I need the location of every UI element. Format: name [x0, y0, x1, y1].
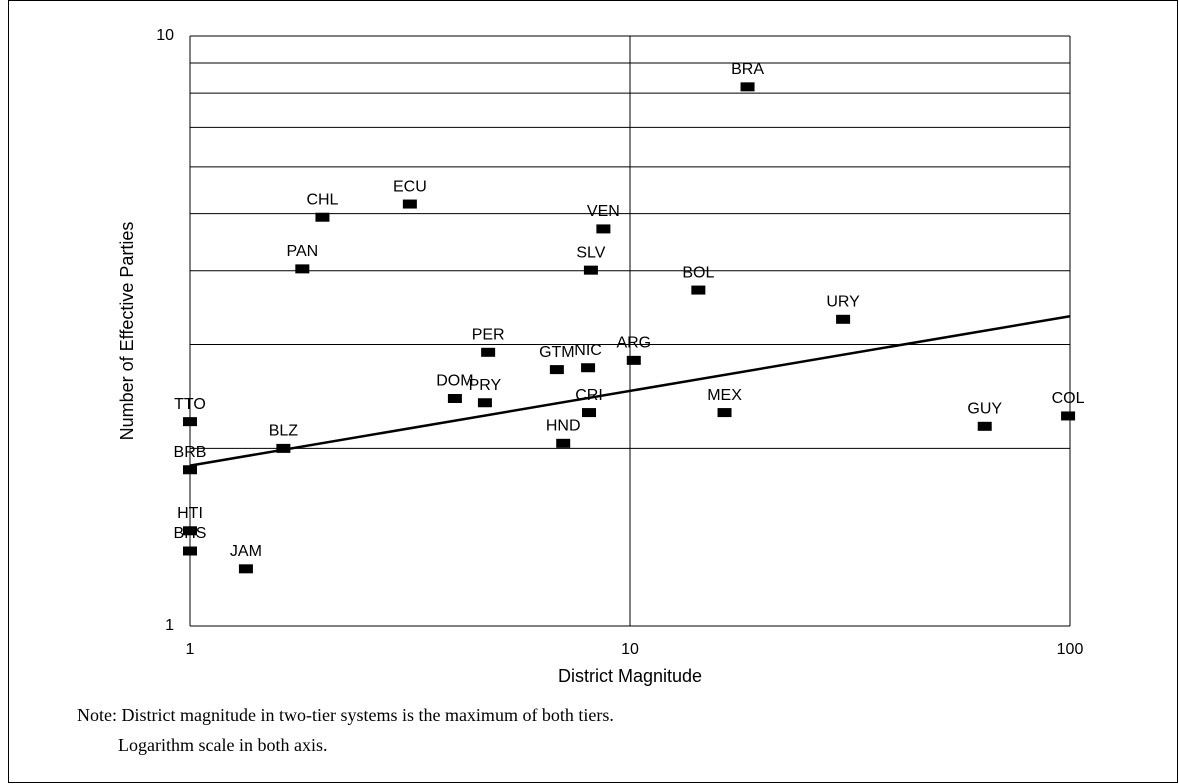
point: [836, 314, 851, 324]
point-label: BRB: [174, 444, 207, 461]
point: [583, 265, 598, 275]
point: [183, 526, 197, 536]
point: [402, 199, 417, 209]
point-label: PAN: [286, 243, 318, 260]
point: [691, 285, 706, 295]
point: [183, 417, 197, 427]
trend-line: [189, 314, 1071, 467]
point: [315, 212, 330, 222]
note: Note: District magnitude in two-tier sys…: [77, 705, 614, 725]
point-label: PRY: [469, 377, 502, 394]
frame: [8, 0, 1178, 783]
y-tick-label: 1: [165, 617, 174, 634]
point: [238, 564, 253, 574]
point-label: GTM: [539, 344, 575, 361]
point-label: HTI: [177, 505, 203, 522]
point-label: BLZ: [269, 423, 299, 440]
point: [295, 264, 310, 274]
point-label: BOL: [682, 264, 714, 281]
point-label: CRI: [575, 387, 603, 404]
note: Logarithm scale in both axis.: [118, 735, 327, 755]
point: [549, 365, 564, 375]
point: [1061, 411, 1076, 421]
point: [183, 465, 197, 475]
x-axis-title: District Magnitude: [558, 666, 702, 686]
point: [717, 408, 732, 418]
point: [447, 393, 462, 403]
x-tick-label: 100: [1057, 641, 1084, 658]
point-label: SLV: [576, 244, 605, 261]
point: [596, 224, 611, 234]
point-label: TTO: [174, 396, 206, 413]
point: [481, 347, 496, 357]
point-label: MEX: [707, 387, 742, 404]
point: [477, 398, 492, 408]
point-label: BHS: [174, 525, 207, 542]
point-label: PER: [472, 327, 505, 344]
point-label: VEN: [587, 203, 620, 220]
x-tick-label: 10: [621, 641, 639, 658]
y-tick-label: 10: [156, 27, 174, 44]
point: [581, 363, 596, 373]
point-label: JAM: [230, 543, 262, 560]
point-label: GUY: [967, 401, 1002, 418]
point: [556, 438, 571, 448]
point: [626, 355, 641, 365]
x-tick-label: 1: [186, 641, 195, 658]
point-label: NIC: [574, 342, 602, 359]
point-label: BRA: [731, 61, 764, 78]
point-label: ECU: [393, 178, 427, 195]
point-label: DOM: [436, 373, 473, 390]
point-label: URY: [826, 294, 860, 311]
point-label: HND: [546, 418, 581, 435]
point-label: CHL: [306, 191, 338, 208]
point: [276, 443, 291, 453]
y-axis-title: Number of Effective Parties: [117, 222, 137, 441]
point: [582, 408, 597, 418]
point-label: ARG: [616, 335, 651, 352]
point: [977, 421, 992, 431]
point-label: COL: [1052, 390, 1085, 407]
point: [740, 82, 755, 92]
point: [183, 546, 197, 556]
